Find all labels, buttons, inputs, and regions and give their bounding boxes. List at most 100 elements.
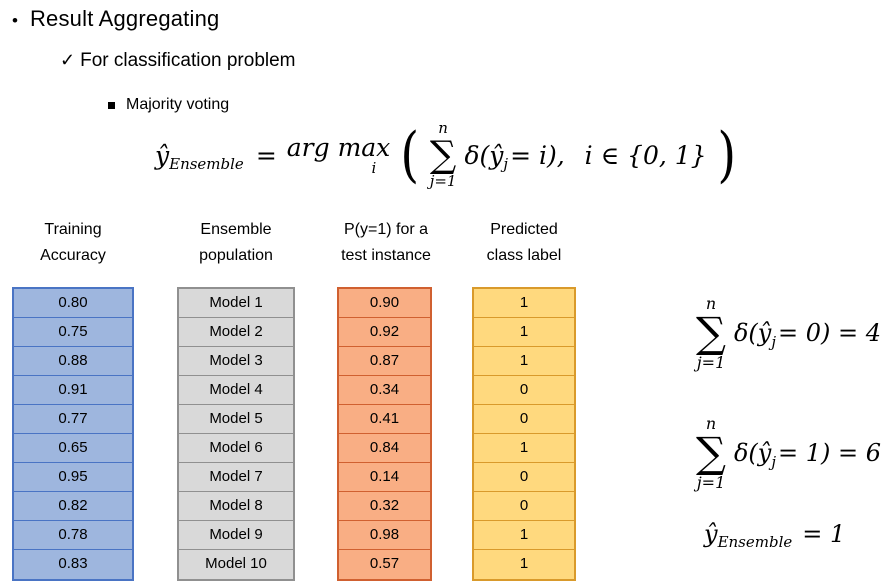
accuracy-cell: 0.77 — [14, 405, 132, 434]
formula-equals: = — [255, 140, 277, 170]
probability-cell: 0.87 — [339, 347, 430, 376]
probability-cell: 0.32 — [339, 492, 430, 521]
eq2-j-sub: j — [771, 453, 777, 472]
eq1-j-sub: j — [771, 333, 777, 352]
eq3-yhat: ŷ — [704, 520, 718, 548]
sum-symbol-icon: ∑ — [429, 132, 457, 176]
formula-close-paren: ) — [716, 120, 736, 190]
formula-ensemble-sub: Ensemble — [169, 155, 244, 173]
eq2-sum-lower: j=1 — [696, 472, 726, 492]
formula-sum: n ∑ j=1 — [429, 118, 457, 191]
slide-title-row: • Result Aggregating — [12, 6, 219, 32]
count-zero-equation: n ∑ j=1 δ(ŷ j = 0) = 4 — [688, 296, 881, 371]
eq1-sum: n ∑ j=1 — [696, 296, 726, 371]
model-cell: Model 1 — [179, 289, 293, 318]
majority-voting-formula: ŷ Ensemble = arg max i ( n ∑ j=1 δ(ŷ j = i… — [155, 113, 738, 197]
eq1-sum-symbol-icon: ∑ — [696, 308, 726, 357]
eq1-sum-upper: n — [705, 294, 717, 313]
probability-cell: 0.41 — [339, 405, 430, 434]
probability-header-line1: P(y=1) for a — [343, 221, 429, 238]
probability-cell: 0.92 — [339, 318, 430, 347]
label-cell: 0 — [474, 405, 574, 434]
formula-j-sub: j — [503, 155, 509, 173]
accuracy-cell: 0.80 — [14, 289, 132, 318]
label-column-header: Predicted class label — [461, 217, 587, 269]
slide-title: Result Aggregating — [29, 6, 220, 31]
classification-bullet-text: For classification problem — [80, 50, 296, 71]
sum-lower-limit: j=1 — [429, 172, 457, 191]
formula-argmax-index: i — [371, 158, 377, 177]
model-cell: Model 7 — [179, 463, 293, 492]
eq2-body-close: = 1) = 6 — [778, 439, 882, 468]
accuracy-column-header: Training Accuracy — [8, 217, 138, 269]
model-header-line1: Ensemble — [200, 221, 272, 238]
model-column-header: Ensemble population — [171, 217, 301, 269]
model-cell: Model 2 — [179, 318, 293, 347]
accuracy-cell: 0.82 — [14, 492, 132, 521]
model-header-line2: population — [199, 247, 273, 264]
formula-argmax-text: arg max — [286, 132, 391, 162]
probability-cell: 0.90 — [339, 289, 430, 318]
model-cell: Model 3 — [179, 347, 293, 376]
bullet-icon: • — [12, 11, 18, 30]
accuracy-header-line2: Accuracy — [40, 247, 106, 264]
probability-column-header: P(y=1) for a test instance — [324, 217, 448, 269]
checkmark-icon: ✓ — [60, 50, 76, 70]
formula-yhat: ŷ — [155, 140, 170, 170]
accuracy-header-line1: Training — [44, 221, 102, 238]
probability-header-line2: test instance — [341, 247, 431, 264]
voting-bullet-text: Majority voting — [126, 96, 230, 113]
label-cell: 0 — [474, 376, 574, 405]
accuracy-cell: 0.83 — [58, 555, 88, 572]
model-cell: Model 4 — [179, 376, 293, 405]
probability-cell: 0.14 — [339, 463, 430, 492]
formula-argmax: arg max i — [287, 135, 391, 176]
classification-bullet-row: ✓ For classification problem — [60, 50, 296, 72]
probability-cell: 0.98 — [339, 521, 430, 550]
model-cell: Model 9 — [179, 521, 293, 550]
sum-upper-limit: n — [438, 118, 448, 137]
eq3-rest: = 1 — [802, 520, 846, 548]
accuracy-cell: 0.65 — [14, 434, 132, 463]
eq1-body-close: = 0) = 4 — [778, 319, 882, 348]
eq2-body-open: δ(ŷ — [733, 439, 772, 468]
eq2-sum-upper: n — [705, 414, 717, 433]
probability-cell: 0.84 — [339, 434, 430, 463]
ensemble-result-equation: ŷ Ensemble = 1 — [704, 520, 846, 551]
label-cell: 1 — [474, 434, 574, 463]
model-cell: Model 6 — [179, 434, 293, 463]
model-column: Model 1 Model 2 Model 3 Model 4 Model 5 … — [177, 287, 295, 581]
label-cell: 1 — [474, 289, 574, 318]
label-cell: 1 — [519, 555, 529, 572]
eq1-body-open: δ(ŷ — [733, 319, 772, 348]
label-column: 1 1 1 0 0 1 0 0 1 1 — [472, 287, 576, 581]
model-cell: Model 5 — [179, 405, 293, 434]
eq1-sum-lower: j=1 — [696, 352, 726, 372]
probability-column: 0.90 0.92 0.87 0.34 0.41 0.84 0.14 0.32 … — [337, 287, 432, 581]
accuracy-cell: 0.91 — [14, 376, 132, 405]
eq2-sum-symbol-icon: ∑ — [696, 428, 726, 477]
formula-open-paren: ( — [400, 120, 420, 190]
accuracy-cell: 0.88 — [14, 347, 132, 376]
accuracy-column: 0.80 0.75 0.88 0.91 0.77 0.65 0.95 0.82 … — [12, 287, 134, 581]
formula-delta-open: δ(ŷ — [464, 140, 504, 170]
label-cell: 1 — [474, 318, 574, 347]
accuracy-cell: 0.95 — [14, 463, 132, 492]
accuracy-cell: 0.75 — [14, 318, 132, 347]
probability-cell: 0.57 — [369, 555, 400, 572]
voting-bullet-row: Majority voting — [108, 96, 229, 114]
label-cell: 0 — [474, 463, 574, 492]
accuracy-cell: 0.78 — [14, 521, 132, 550]
label-cell: 1 — [474, 521, 574, 550]
label-header-line1: Predicted — [490, 221, 558, 238]
square-bullet-icon — [108, 101, 115, 109]
model-cell: Model 10 — [205, 555, 267, 572]
formula-membership: i ∈ {0, 1} — [584, 140, 707, 170]
model-cell: Model 8 — [179, 492, 293, 521]
eq2-sum: n ∑ j=1 — [696, 416, 726, 491]
probability-cell: 0.34 — [339, 376, 430, 405]
label-header-line2: class label — [486, 247, 562, 264]
label-cell: 1 — [474, 347, 574, 376]
eq3-ensemble-sub: Ensemble — [717, 533, 793, 551]
